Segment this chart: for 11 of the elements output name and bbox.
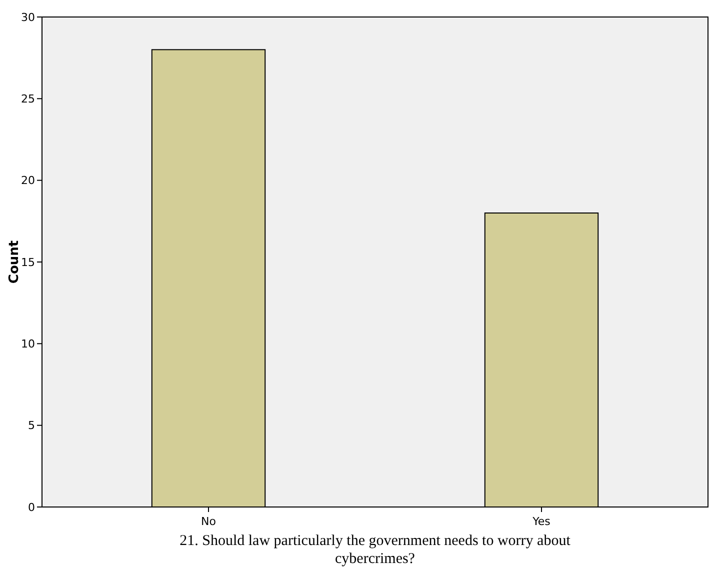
x-axis-title: 21. Should law particularly the government needs to worry about cybercrimes? xyxy=(180,533,572,567)
x-tick-label: No xyxy=(201,515,216,528)
y-tick-label: 20 xyxy=(21,174,35,188)
y-tick-label: 15 xyxy=(21,256,35,269)
y-tick-label: 5 xyxy=(28,419,35,432)
y-axis-title: Count xyxy=(7,240,22,284)
y-tick-label: 30 xyxy=(21,10,35,24)
y-tick-label: 25 xyxy=(21,92,35,106)
y-tick-label: 0 xyxy=(28,500,35,514)
x-tick-label: Yes xyxy=(532,515,551,528)
y-tick-label: 10 xyxy=(21,338,35,351)
